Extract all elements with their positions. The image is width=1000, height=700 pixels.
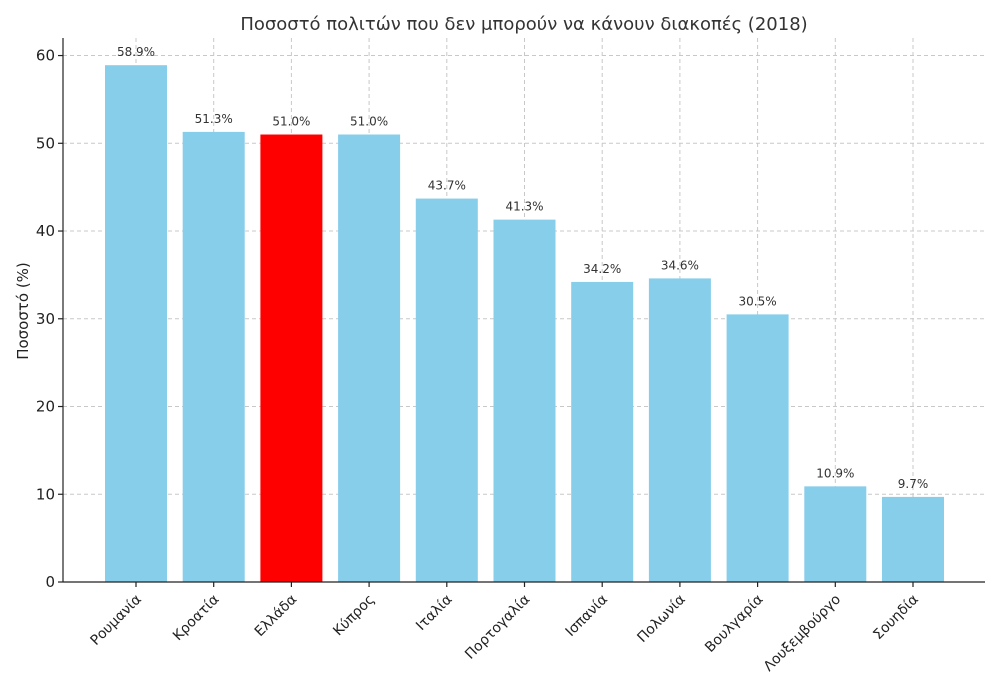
data-label: 34.6%: [661, 258, 699, 272]
y-tick-label: 50: [36, 134, 55, 152]
data-label: 51.0%: [350, 115, 388, 129]
x-tick-label: Πολωνία: [634, 592, 688, 646]
data-label: 43.7%: [428, 179, 466, 193]
data-label: 51.3%: [195, 112, 233, 126]
data-label: 41.3%: [505, 200, 543, 214]
y-tick-label: 10: [36, 485, 55, 503]
chart-title: Ποσοστό πολιτών που δεν μπορούν να κάνου…: [240, 14, 807, 35]
x-tick-label: Κύπρος: [330, 592, 378, 640]
bar: [338, 134, 401, 583]
bar: [571, 281, 634, 582]
x-tick-labels: Ρουμανία Κροατία Ελλάδα Κύπρος Ιταλία Πορτογα…: [88, 582, 922, 675]
y-tick-label: 30: [36, 310, 55, 328]
y-tick-labels: 0 10 20 30 40 50 60: [36, 47, 63, 591]
x-tick-label: Λουξεμβούργο: [761, 592, 844, 675]
x-tick-label: Ισπανία: [563, 592, 611, 640]
bar: [726, 314, 789, 582]
bars: [105, 65, 944, 583]
data-labels: 58.9% 51.3% 51.0% 51.0% 43.7% 41.3% 34.2% 34.6%…: [117, 45, 928, 491]
data-label: 51.0%: [272, 115, 310, 129]
bar: [648, 278, 711, 582]
y-tick-label: 60: [36, 47, 55, 65]
data-label: 9.7%: [898, 477, 929, 491]
bar: [415, 198, 478, 582]
y-tick-label: 40: [36, 222, 55, 240]
bar: [493, 219, 556, 583]
x-tick-label: Πορτογαλία: [462, 592, 533, 663]
data-label: 34.2%: [583, 262, 621, 276]
data-label: 58.9%: [117, 45, 155, 59]
bar: [882, 496, 944, 582]
x-tick-label: Ρουμανία: [88, 592, 145, 649]
bar: [182, 131, 245, 583]
x-tick-label: Ιταλία: [413, 592, 455, 634]
data-label: 10.9%: [816, 466, 854, 480]
x-tick-label: Ελλάδα: [252, 592, 300, 640]
x-tick-label: Κροατία: [170, 592, 223, 645]
y-axis-label: Ποσοστό (%): [14, 262, 32, 360]
x-tick-label: Σουηδία: [870, 592, 922, 644]
x-tick-label: Βουλγαρία: [702, 592, 766, 656]
y-tick-label: 20: [36, 398, 55, 416]
bar: [260, 134, 323, 583]
y-tick-label: 0: [45, 573, 55, 591]
bar: [105, 65, 167, 582]
bar: [804, 486, 867, 582]
data-label: 30.5%: [739, 294, 777, 308]
